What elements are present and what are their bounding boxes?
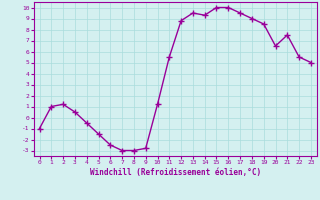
- X-axis label: Windchill (Refroidissement éolien,°C): Windchill (Refroidissement éolien,°C): [90, 168, 261, 177]
